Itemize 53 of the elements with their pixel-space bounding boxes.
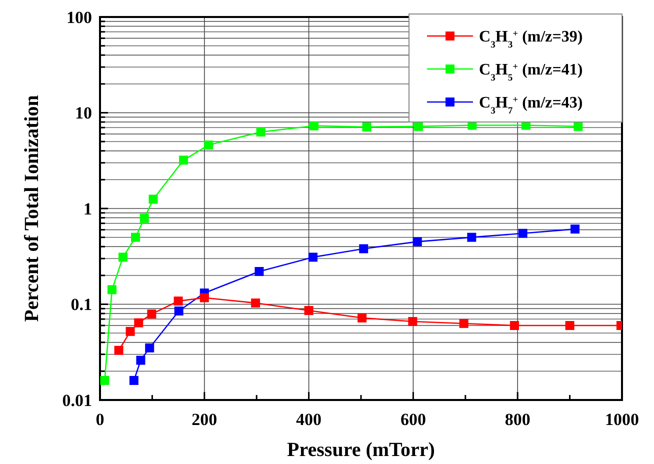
point	[408, 317, 418, 326]
point	[174, 306, 184, 316]
point	[147, 310, 156, 319]
y-tick-label: 10	[75, 104, 92, 123]
point	[256, 127, 266, 136]
point	[118, 252, 128, 262]
point	[200, 293, 209, 302]
point	[565, 320, 574, 330]
legend-label: C$_{3}$H$_{3}$$^{+}$ (m/z=39)	[479, 28, 583, 50]
x-tick-label: 600	[400, 410, 426, 429]
y-tick-label: 1	[84, 199, 92, 218]
point	[108, 285, 117, 294]
point	[251, 298, 260, 308]
y-tick-label: 0.01	[62, 390, 92, 410]
legend-label: C$_{3}$H$_{5}$$^{+}$ (m/z=41)	[479, 61, 583, 84]
x-tick-label: 1000	[605, 410, 639, 429]
point	[359, 244, 368, 254]
point	[518, 228, 528, 238]
point	[134, 318, 144, 328]
point	[412, 237, 422, 246]
point	[310, 121, 319, 130]
point	[145, 343, 154, 352]
point	[136, 356, 146, 365]
point	[204, 140, 214, 150]
point	[130, 232, 140, 242]
point	[362, 122, 372, 132]
y-tick-label: 0.1	[70, 295, 92, 314]
point	[304, 306, 314, 316]
point	[459, 318, 468, 328]
point	[100, 376, 110, 385]
y-tick-label: 100	[66, 8, 92, 27]
point	[414, 122, 423, 131]
x-axis-title: Pressure (mTorr)	[287, 439, 435, 461]
legend-label: C$_{3}$H$_{7}$$^{+}$ (m/z=43)	[479, 94, 583, 116]
point	[129, 376, 138, 385]
point	[570, 224, 580, 234]
point	[174, 296, 183, 306]
point	[574, 122, 583, 131]
point	[179, 156, 188, 165]
point	[254, 266, 264, 276]
point	[114, 346, 124, 355]
x-tick-label: 400	[296, 410, 322, 429]
point	[510, 320, 519, 330]
point	[358, 313, 367, 322]
point	[140, 214, 149, 223]
point	[126, 326, 135, 336]
point	[308, 252, 318, 262]
x-tick-label: 0	[96, 410, 104, 429]
y-axis-title: Percent of Total Ionization	[21, 95, 43, 322]
point	[467, 232, 476, 242]
x-tick-label: 200	[192, 410, 218, 429]
point	[148, 194, 158, 204]
x-tick-label: 800	[504, 410, 530, 429]
